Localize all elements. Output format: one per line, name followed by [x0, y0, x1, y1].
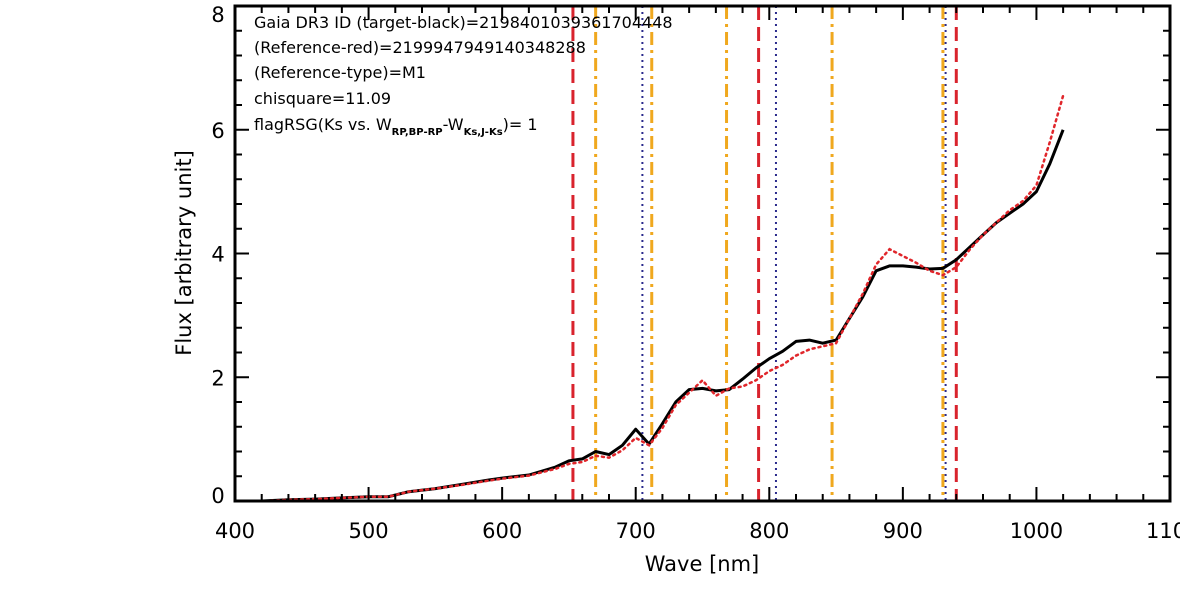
y-tick-label: 0: [211, 484, 224, 508]
x-tick-label: 900: [883, 519, 923, 543]
axis-ticks: [234, 5, 1171, 502]
flag-subscript-1: RP,BP-RP: [392, 127, 443, 138]
x-tick-label: 700: [616, 519, 656, 543]
flag-suffix: )= 1: [503, 115, 538, 134]
vertical-lines: [571, 6, 958, 501]
y-tick-label: 4: [211, 243, 224, 267]
x-tick-label: 500: [349, 519, 389, 543]
y-tick-label: 2: [211, 366, 224, 390]
annotation-reference-type: (Reference-type)=M1: [254, 63, 426, 82]
flag-mid: -W: [443, 115, 464, 134]
x-tick-label: 600: [482, 519, 522, 543]
annotation-chisquare: chisquare=11.09: [254, 89, 391, 108]
x-tick-label: 110: [1146, 519, 1180, 543]
y-axis-title: Flux [arbitrary unit]: [172, 150, 196, 356]
series-lines: [233, 94, 1065, 503]
annotation-block: Gaia DR3 ID (target-black)=2198401039361…: [254, 13, 673, 138]
x-tick-label: 800: [749, 519, 789, 543]
annotation-flag-rsg: flagRSG(Ks vs. WRP,BP-RP-WKs,J-Ks)= 1: [254, 115, 538, 138]
annotation-reference-id: (Reference-red)=2199947949140348288: [254, 38, 586, 57]
x-tick-label: 400: [215, 519, 255, 543]
y-tick-label: 6: [211, 119, 224, 143]
flag-subscript-2: Ks,J-Ks: [464, 127, 503, 138]
flag-prefix: flagRSG(Ks vs. W: [254, 115, 392, 134]
annotation-target-id: Gaia DR3 ID (target-black)=2198401039361…: [254, 13, 673, 32]
x-axis-title: Wave [nm]: [645, 552, 759, 576]
y-tick-label: 8: [211, 3, 224, 27]
x-tick-label: 1000: [1010, 519, 1063, 543]
series-reference-spectrum: [233, 94, 1065, 503]
